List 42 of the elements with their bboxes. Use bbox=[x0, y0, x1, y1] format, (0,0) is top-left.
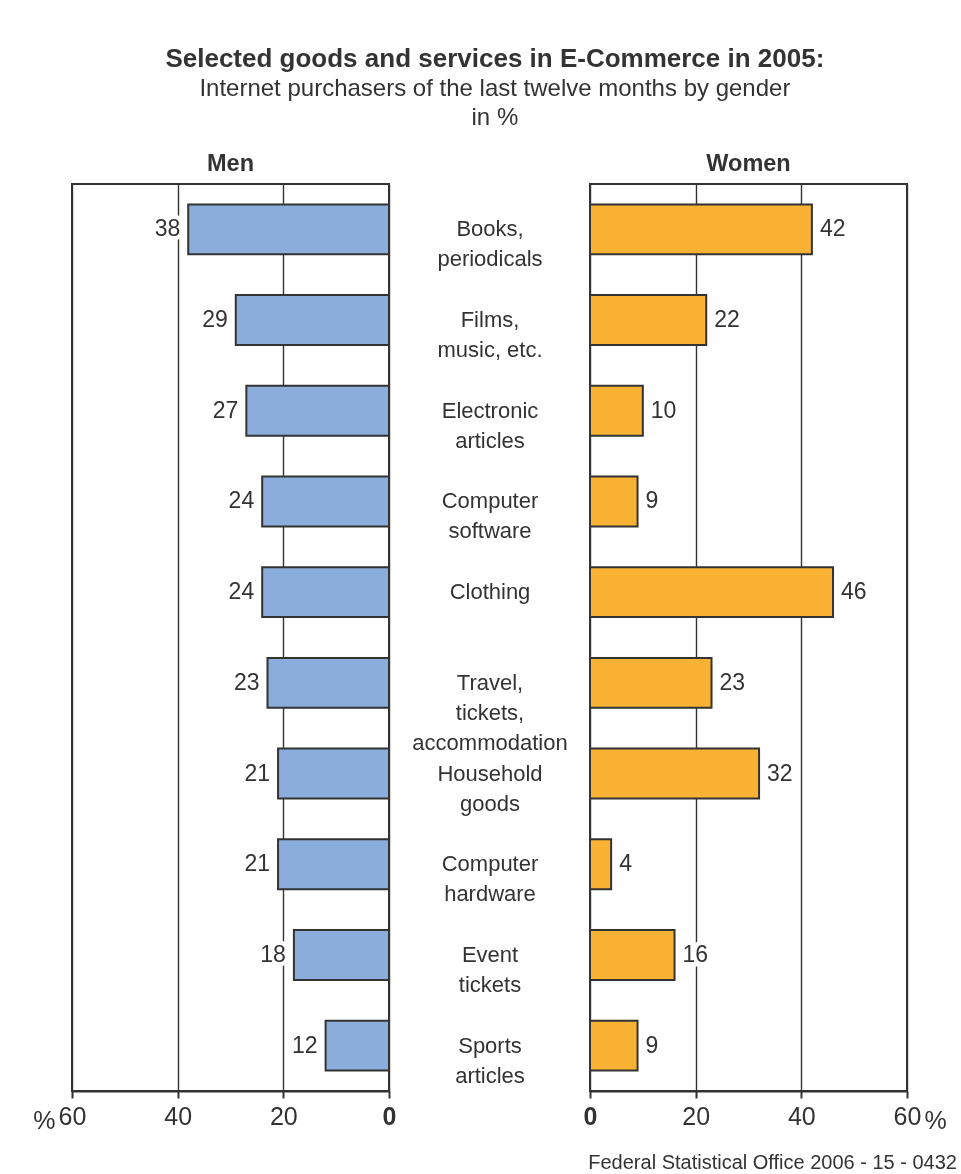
data-label: 32 bbox=[767, 759, 793, 786]
text: Internet purchasers of the last twelve months by gender in % bbox=[199, 73, 791, 130]
data-label: 27 bbox=[212, 396, 239, 423]
data-label: 4 bbox=[619, 850, 633, 877]
y-tick-label: Books, periodicals bbox=[437, 216, 543, 272]
y-tick-label: Computer software bbox=[441, 488, 539, 544]
data-label: 23 bbox=[233, 668, 260, 695]
x-tick-label: 60 bbox=[893, 1101, 922, 1130]
y-tick-label: Household goods bbox=[437, 760, 543, 816]
y-tick-label: Electronic articles bbox=[441, 397, 539, 453]
data-label: 42 bbox=[819, 215, 846, 242]
x-tick-label: 20 bbox=[269, 1101, 298, 1130]
x-tick-label: 40 bbox=[787, 1101, 816, 1130]
data-label: 29 bbox=[202, 306, 228, 333]
data-label: 21 bbox=[244, 850, 271, 877]
data-label: 21 bbox=[244, 759, 271, 786]
text: Federal Statistical Office 2006 - 15 - 0432 bbox=[588, 1151, 957, 1173]
data-label: 46 bbox=[841, 578, 867, 605]
x-tick-label: 60 bbox=[58, 1101, 87, 1130]
y-tick-label: Event tickets bbox=[458, 941, 522, 997]
x-tick-label: 20 bbox=[682, 1101, 711, 1130]
text: Selected goods and services in E-Commerce in 2005: bbox=[165, 42, 825, 73]
y-tick-label: Travel, tickets, accommodation bbox=[412, 669, 568, 755]
data-label: 24 bbox=[228, 487, 255, 514]
x-tick-label: 0 bbox=[583, 1101, 598, 1130]
data-label: 10 bbox=[650, 396, 677, 423]
x-tick-label: 40 bbox=[164, 1101, 193, 1130]
x-tick-label: 0 bbox=[382, 1101, 397, 1130]
data-label: 23 bbox=[719, 668, 746, 695]
y-tick-label: Computer hardware bbox=[441, 851, 539, 907]
data-label: 24 bbox=[228, 578, 255, 605]
series-label: Women bbox=[706, 149, 791, 176]
data-label: 12 bbox=[292, 1031, 318, 1058]
y-tick-label: Clothing bbox=[449, 579, 531, 605]
y-tick-label: Sports articles bbox=[455, 1032, 525, 1088]
data-label: 22 bbox=[714, 306, 740, 333]
x-axis-title: % bbox=[33, 1105, 56, 1134]
series-label: Men bbox=[207, 149, 254, 176]
y-tick-label: Films, music, etc. bbox=[437, 307, 543, 363]
data-label: 9 bbox=[645, 487, 659, 514]
data-label: 9 bbox=[645, 1031, 659, 1058]
x-axis-title: % bbox=[924, 1105, 947, 1134]
